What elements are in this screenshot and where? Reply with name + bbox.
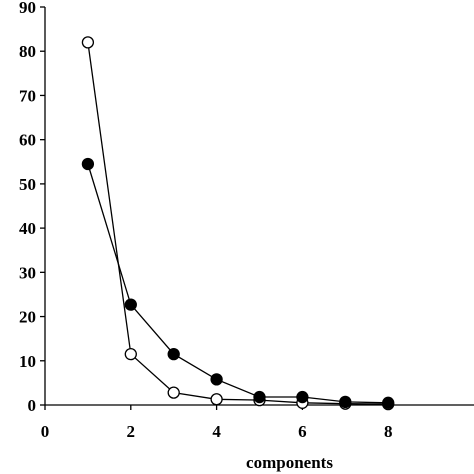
y-tick-label: 80 <box>19 42 36 61</box>
x-tick-label: 0 <box>41 422 50 441</box>
series-line-2 <box>87 163 389 404</box>
data-point-series-1 <box>210 393 223 406</box>
x-tick-label: 6 <box>298 422 307 441</box>
data-point-series-1 <box>124 347 137 361</box>
data-point-series-1 <box>81 36 95 49</box>
y-tick-label: 10 <box>19 352 36 371</box>
y-tick-label: 60 <box>19 131 36 150</box>
data-point-series-2 <box>124 298 137 311</box>
x-tick-label: 2 <box>127 422 136 441</box>
data-point-series-2 <box>210 373 223 386</box>
data-point-series-2 <box>382 396 395 409</box>
data-point-series-2 <box>167 347 180 361</box>
data-point-series-2 <box>296 390 309 404</box>
series-lines <box>87 42 389 405</box>
data-point-series-2 <box>253 390 266 404</box>
axes <box>40 6 474 410</box>
x-tick-label: 4 <box>212 422 221 441</box>
y-tick-label: 90 <box>19 0 36 17</box>
series-points <box>81 36 395 411</box>
y-tick-label: 40 <box>19 219 36 238</box>
y-tick-label: 30 <box>19 263 36 282</box>
x-tick-label: 8 <box>384 422 393 441</box>
tick-labels: 0 10 20 30 40 50 60 70 80 90 0 2 4 6 8 <box>19 0 392 441</box>
data-point-series-2 <box>339 395 352 409</box>
series-line-1 <box>87 42 389 405</box>
y-tick-label: 0 <box>28 396 37 415</box>
data-point-series-1 <box>167 386 180 399</box>
y-tick-label: 50 <box>19 175 36 194</box>
x-axis-title: components <box>246 453 333 472</box>
y-tick-label: 70 <box>19 86 36 105</box>
data-point-series-2 <box>81 157 95 171</box>
y-tick-label: 20 <box>19 308 36 327</box>
